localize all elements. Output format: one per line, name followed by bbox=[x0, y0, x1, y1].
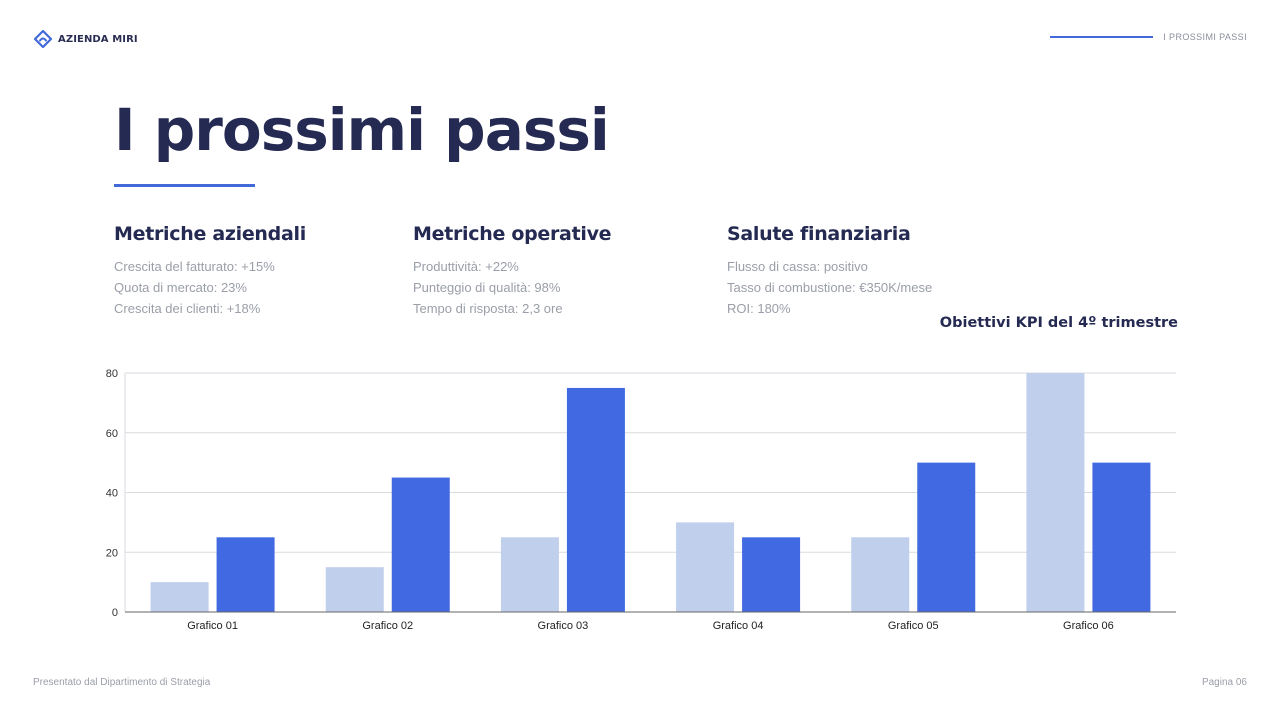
metrics-heading: Metriche aziendali bbox=[114, 223, 306, 245]
metrics-financial: Salute finanziaria Flusso di cassa: posi… bbox=[727, 221, 932, 319]
x-tick-label: Grafico 03 bbox=[538, 620, 589, 632]
x-tick-label: Grafico 06 bbox=[1063, 620, 1114, 632]
brand-name: AZIENDA MIRI bbox=[58, 33, 138, 45]
bar bbox=[1026, 373, 1085, 612]
metric-item: Crescita dei clienti: +18% bbox=[114, 301, 261, 316]
footer-presenter: Presentato dal Dipartimento di Strategia bbox=[33, 677, 211, 688]
section-label: I PROSSIMI PASSI bbox=[1163, 32, 1247, 42]
bar bbox=[150, 582, 209, 612]
metric-item: Tempo di risposta: 2,3 ore bbox=[413, 301, 563, 316]
bar bbox=[742, 537, 801, 612]
diamond-logo-icon bbox=[33, 29, 53, 49]
section-indicator-line bbox=[1050, 36, 1154, 38]
y-tick-label: 20 bbox=[106, 547, 118, 559]
bar bbox=[500, 537, 559, 612]
page-title: I prossimi passi bbox=[114, 96, 610, 164]
metric-item: Crescita del fatturato: +15% bbox=[114, 259, 275, 274]
metric-item: Flusso di cassa: positivo bbox=[727, 259, 868, 274]
title-underline bbox=[114, 184, 255, 187]
metric-item: ROI: 180% bbox=[727, 301, 791, 316]
y-tick-label: 60 bbox=[106, 428, 118, 440]
x-tick-label: Grafico 05 bbox=[888, 620, 939, 632]
bar bbox=[917, 462, 976, 612]
metric-item: Punteggio di qualità: 98% bbox=[413, 280, 561, 295]
page-number: Pagina 06 bbox=[1201, 677, 1247, 688]
chart-title: Obiettivi KPI del 4º trimestre bbox=[939, 315, 1178, 331]
metric-item: Tasso di combustione: €350K/mese bbox=[727, 280, 933, 295]
bar bbox=[325, 567, 384, 612]
y-tick-label: 40 bbox=[106, 488, 118, 500]
y-tick-label: 80 bbox=[106, 368, 118, 380]
x-tick-label: Grafico 02 bbox=[362, 620, 413, 632]
bar bbox=[216, 537, 275, 612]
x-tick-label: Grafico 04 bbox=[713, 620, 764, 632]
metric-item: Quota di mercato: 23% bbox=[114, 280, 247, 295]
bar bbox=[566, 387, 625, 612]
bar bbox=[851, 537, 910, 612]
brand-logo: AZIENDA MIRI bbox=[33, 29, 138, 49]
bar bbox=[676, 522, 735, 612]
x-tick-label: Grafico 01 bbox=[187, 620, 238, 632]
section-indicator: I PROSSIMI PASSI bbox=[1050, 32, 1247, 42]
metrics-business: Metriche aziendali Crescita del fatturat… bbox=[114, 221, 306, 319]
metrics-operational: Metriche operative Produttività: +22% Pu… bbox=[413, 221, 612, 319]
bar bbox=[391, 477, 450, 612]
metrics-heading: Metriche operative bbox=[413, 223, 612, 245]
bar bbox=[1092, 462, 1151, 612]
metric-item: Produttività: +22% bbox=[413, 259, 519, 274]
y-tick-label: 0 bbox=[112, 607, 118, 619]
metrics-heading: Salute finanziaria bbox=[727, 223, 911, 245]
